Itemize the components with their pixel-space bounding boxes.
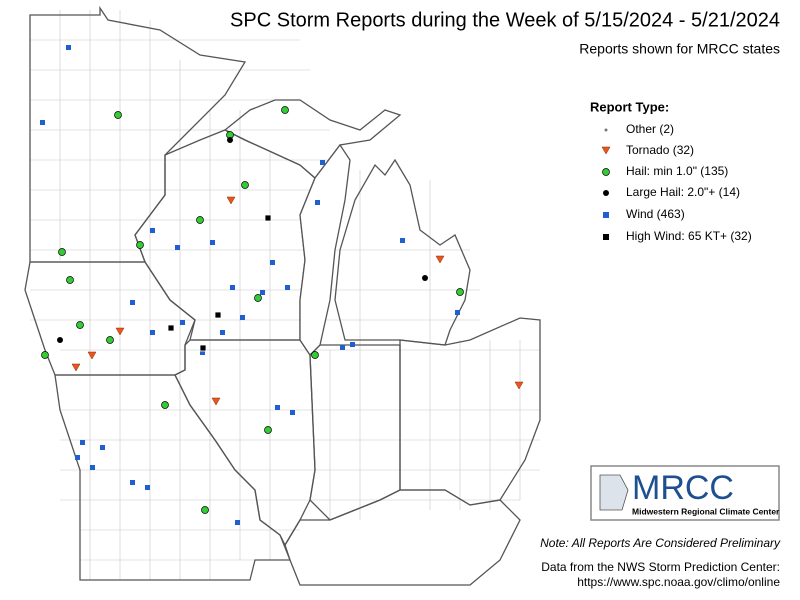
hail-marker	[161, 401, 169, 409]
county-grid	[30, 10, 540, 580]
title: SPC Storm Reports during the Week of 5/1…	[230, 9, 780, 31]
wind-marker	[275, 405, 280, 410]
hail-marker	[114, 111, 122, 119]
logo-name: MRCC	[632, 469, 734, 507]
logo-full-name: Midwestern Regional Climate Center	[632, 506, 780, 516]
wind-marker	[175, 245, 180, 250]
lake-michigan	[299, 143, 351, 357]
tornado-marker	[211, 397, 221, 406]
wind-marker	[90, 465, 95, 470]
legend-title: Report Type:	[590, 99, 669, 114]
wind-marker	[320, 160, 325, 165]
source-url: https://www.spc.noaa.gov/climo/online	[577, 575, 780, 589]
wind-marker	[210, 240, 215, 245]
hail-marker	[281, 106, 289, 114]
wind-marker	[130, 480, 135, 485]
wind-marker	[340, 345, 345, 350]
wind-marker	[315, 200, 320, 205]
tornado-marker	[115, 327, 125, 336]
legend-icon	[602, 168, 610, 176]
wind-marker	[100, 445, 105, 450]
high-wind-marker	[214, 311, 222, 319]
logo: MRCC Midwestern Regional Climate Center	[590, 465, 780, 521]
legend-label: Hail: min 1.0" (135)	[626, 164, 728, 178]
wind-marker	[235, 520, 240, 525]
tornado-marker	[435, 255, 445, 264]
hail-marker	[41, 351, 49, 359]
large-hail-marker	[227, 137, 233, 143]
large-hail-marker	[57, 337, 63, 343]
wind-marker	[400, 238, 405, 243]
legend-icon	[603, 190, 609, 196]
legend-icon	[603, 212, 609, 218]
large-hail-marker	[422, 275, 428, 281]
michigan-lower	[334, 158, 471, 346]
high-wind-marker	[199, 344, 207, 352]
kentucky	[284, 489, 521, 586]
high-wind-marker	[264, 214, 272, 222]
legend-icon	[604, 128, 608, 132]
report-markers	[40, 45, 524, 525]
legend-icon	[603, 234, 609, 240]
hail-marker	[311, 351, 319, 359]
wind-marker	[455, 310, 460, 315]
wind-marker	[66, 45, 71, 50]
hail-marker	[196, 216, 204, 224]
wind-marker	[240, 315, 245, 320]
hail-marker	[106, 336, 114, 344]
wind-marker	[80, 440, 85, 445]
legend-label: Wind (463)	[626, 207, 685, 221]
tornado-marker	[71, 363, 81, 372]
hail-marker	[136, 241, 144, 249]
tornado-marker	[87, 351, 97, 360]
legend-label: Large Hail: 2.0"+ (14)	[626, 185, 740, 199]
hail-marker	[76, 321, 84, 329]
wind-marker	[220, 330, 225, 335]
wind-marker	[180, 320, 185, 325]
tornado-marker	[514, 381, 524, 390]
wind-marker	[230, 285, 235, 290]
high-wind-marker	[167, 324, 175, 332]
wind-marker	[285, 285, 290, 290]
wind-marker	[75, 455, 80, 460]
source-line: Data from the NWS Storm Prediction Cente…	[541, 560, 780, 574]
wind-marker	[290, 410, 295, 415]
tornado-marker	[226, 196, 236, 205]
hail-marker	[66, 276, 74, 284]
wind-marker	[40, 120, 45, 125]
hail-marker	[201, 506, 209, 514]
subtitle: Reports shown for MRCC states	[579, 41, 780, 57]
wind-marker	[350, 342, 355, 347]
legend: Report Type: Other (2) Tornado (32) Hail…	[590, 99, 752, 243]
hail-marker	[264, 426, 272, 434]
legend-label: High Wind: 65 KT+ (32)	[626, 229, 752, 243]
legend-label: Tornado (32)	[626, 143, 694, 157]
wind-marker	[150, 228, 155, 233]
michigan-upper	[223, 99, 402, 179]
wind-marker	[270, 260, 275, 265]
hail-marker	[254, 294, 262, 302]
wind-marker	[145, 485, 150, 490]
wind-marker	[150, 330, 155, 335]
wind-marker	[130, 300, 135, 305]
logo-icon	[599, 474, 629, 511]
hail-marker	[241, 181, 249, 189]
hail-marker	[456, 288, 464, 296]
wind-marker	[200, 350, 205, 355]
note: Note: All Reports Are Considered Prelimi…	[540, 536, 781, 550]
hail-marker	[58, 248, 66, 256]
legend-label: Other (2)	[626, 122, 674, 136]
wind-marker	[260, 290, 265, 295]
legend-icon	[601, 146, 611, 155]
